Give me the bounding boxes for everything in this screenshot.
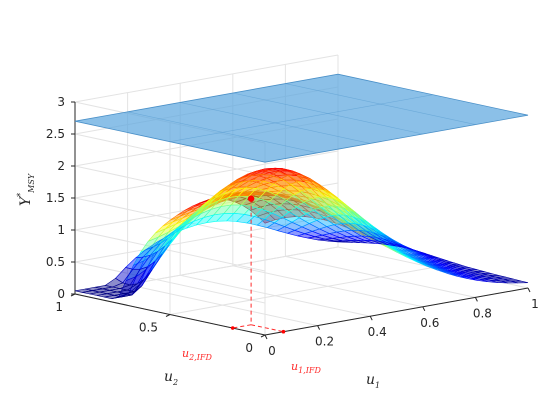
plane-grid-line bbox=[169, 94, 434, 142]
x-tick-label: 0.8 bbox=[473, 306, 492, 320]
surface-cell bbox=[74, 288, 93, 293]
ifd-guide-lines bbox=[232, 198, 284, 333]
surface-mesh bbox=[74, 167, 529, 300]
grid-line bbox=[169, 267, 434, 315]
x-tick-mark bbox=[369, 315, 373, 321]
x-tick-mark bbox=[422, 306, 426, 312]
grid-line bbox=[74, 165, 266, 208]
grid-line bbox=[74, 54, 339, 103]
x-tick-label: 1 bbox=[531, 297, 539, 311]
u2-ifd-marker bbox=[230, 326, 235, 330]
x-tick-mark bbox=[474, 297, 478, 302]
grid-line bbox=[74, 150, 339, 199]
y-tick-label: 0.5 bbox=[139, 321, 158, 335]
plane-surface bbox=[74, 73, 529, 163]
z-tick-label: 1 bbox=[57, 223, 65, 237]
grid-line bbox=[74, 197, 266, 240]
grid-line bbox=[74, 133, 266, 176]
y-tick-label: 1 bbox=[55, 300, 63, 314]
x-tick-mark bbox=[317, 325, 321, 330]
x-axis-line bbox=[264, 287, 529, 336]
grid-line bbox=[74, 246, 339, 295]
z-tick-label: 3 bbox=[57, 95, 65, 109]
grid-line bbox=[74, 214, 339, 263]
z-tick-label: 0 bbox=[57, 287, 65, 301]
z-axis-label: Y*MSY bbox=[16, 173, 36, 206]
u1-ifd-marker bbox=[281, 329, 286, 334]
u2-guide-line bbox=[232, 324, 252, 329]
z-tick-label: 2 bbox=[57, 159, 65, 173]
u1-guide-line bbox=[251, 324, 284, 333]
z-tick-label: 2.5 bbox=[46, 127, 65, 141]
y-tick-mark bbox=[260, 334, 266, 338]
grid-line bbox=[74, 229, 266, 272]
x-tick-label: 0.4 bbox=[368, 325, 387, 339]
x-axis-label: u1 bbox=[366, 372, 380, 390]
x-tick-mark bbox=[527, 287, 531, 293]
y-tick-label: 0 bbox=[245, 341, 253, 355]
grid-line bbox=[74, 261, 266, 304]
x-tick-label: 0.2 bbox=[315, 335, 334, 349]
optimum-marker bbox=[247, 195, 255, 202]
u2-ifd-annotation: u2,IFD bbox=[182, 347, 212, 362]
z-tick-label: 0.5 bbox=[46, 255, 65, 269]
x-tick-mark bbox=[264, 334, 268, 340]
y-tick-mark bbox=[165, 314, 171, 317]
x-tick-label: 0.6 bbox=[420, 316, 439, 330]
z-tick-label: 1.5 bbox=[46, 191, 65, 205]
u1-ifd-annotation: u1,IFD bbox=[291, 360, 321, 375]
x-tick-label: 0 bbox=[268, 344, 276, 358]
optimum-markers bbox=[230, 195, 286, 334]
y-axis-label: u2 bbox=[164, 369, 178, 387]
